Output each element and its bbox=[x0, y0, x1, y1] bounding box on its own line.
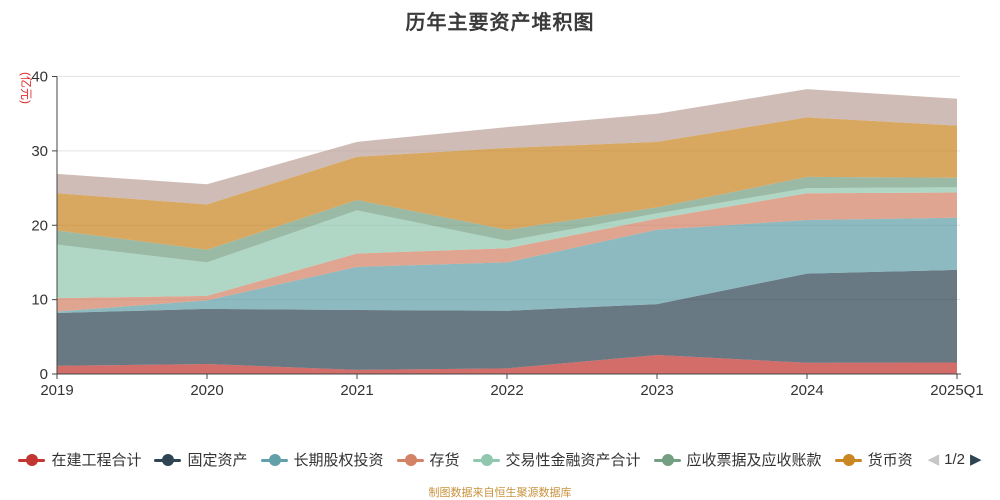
area-series-4[interactable] bbox=[57, 192, 957, 312]
legend-pager: ◀ 1/2 ▶ bbox=[928, 451, 982, 468]
legend-item-label: 存货 bbox=[429, 452, 460, 469]
x-tick-label: 2021 bbox=[340, 382, 373, 399]
y-tick-label: 20 bbox=[31, 217, 48, 234]
legend-item-label: 货币资 bbox=[867, 452, 913, 469]
area-series-3[interactable] bbox=[57, 217, 957, 313]
footer-credit: 制图数据来自恒生聚源数据库 bbox=[428, 487, 572, 499]
x-tick-label: 2020 bbox=[190, 382, 223, 399]
x-tick-label: 2025Q1 bbox=[930, 382, 983, 399]
area-series-8[interactable] bbox=[57, 89, 957, 205]
page-title: 历年主要资产堆积图 bbox=[405, 12, 595, 34]
legend-marker-icon bbox=[472, 453, 500, 467]
y-tick-label: 0 bbox=[40, 366, 48, 383]
legend-next-icon[interactable]: ▶ bbox=[969, 451, 982, 468]
area-series-7[interactable] bbox=[57, 117, 957, 250]
area-series-1[interactable] bbox=[57, 355, 957, 374]
legend-item-5[interactable]: 交易性金融资产合计 bbox=[472, 449, 641, 470]
legend-marker-icon bbox=[653, 453, 681, 467]
legend-item-label: 交易性金融资产合计 bbox=[505, 452, 641, 469]
y-axis-unit-label: (亿元) bbox=[19, 72, 34, 104]
legend-bar: 在建工程合计 固定资产 长期股权投资 存货 交易性金融资产合计 应收票据及应收账款 货币资 … bbox=[0, 449, 1000, 470]
legend-marker-icon bbox=[260, 453, 288, 467]
legend-marker-icon bbox=[154, 453, 182, 467]
legend-item-3[interactable]: 长期股权投资 bbox=[260, 449, 384, 470]
legend-item-6[interactable]: 应收票据及应收账款 bbox=[653, 449, 822, 470]
legend-item-4[interactable]: 存货 bbox=[396, 449, 460, 470]
legend-item-label: 应收票据及应收账款 bbox=[686, 452, 822, 469]
x-tick-label: 2023 bbox=[640, 382, 673, 399]
area-series-6[interactable] bbox=[57, 176, 957, 263]
y-tick-label: 30 bbox=[31, 143, 48, 160]
area-series-2[interactable] bbox=[57, 269, 957, 370]
legend-item-2[interactable]: 固定资产 bbox=[154, 449, 248, 470]
legend-item-7[interactable]: 货币资 bbox=[834, 449, 913, 470]
y-tick-label: 10 bbox=[31, 292, 48, 309]
chart-canvas[interactable]: 0 10 20 30 40 2019 2020 2021 2022 2023 2024 2025Q1 (… bbox=[0, 0, 1000, 440]
area-series-5[interactable] bbox=[57, 187, 957, 299]
legend-marker-icon bbox=[834, 453, 862, 467]
legend-item-label: 长期股权投资 bbox=[293, 452, 384, 469]
legend-item-label: 固定资产 bbox=[187, 452, 248, 469]
x-tick-label: 2019 bbox=[40, 382, 73, 399]
legend-item-label: 在建工程合计 bbox=[51, 452, 142, 469]
x-tick-label: 2022 bbox=[490, 382, 523, 399]
legend-marker-icon bbox=[396, 453, 424, 467]
x-tick-label: 2024 bbox=[790, 382, 823, 399]
legend-marker-icon bbox=[18, 453, 46, 467]
legend-item-1[interactable]: 在建工程合计 bbox=[18, 449, 141, 470]
legend-page-indicator: 1/2 bbox=[944, 451, 965, 468]
y-tick-label: 40 bbox=[31, 69, 48, 86]
legend-prev-icon[interactable]: ◀ bbox=[927, 451, 940, 468]
